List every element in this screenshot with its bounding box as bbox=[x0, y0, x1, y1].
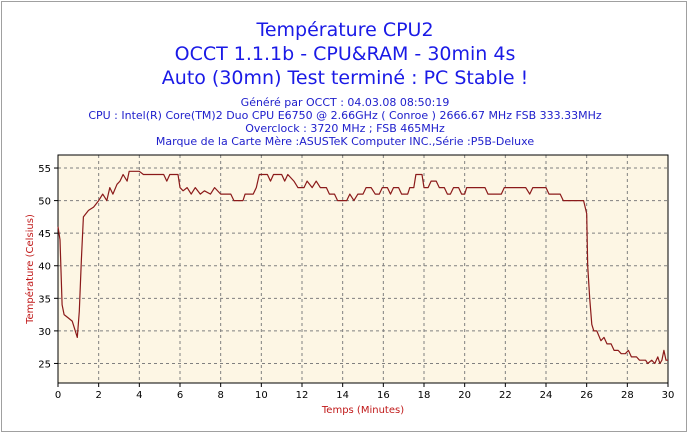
y-tick-label: 40 bbox=[38, 262, 51, 273]
temperature-series-line bbox=[57, 170, 668, 365]
x-tick-label: 2 bbox=[95, 390, 101, 401]
plot-area: 0 2 4 6 8 10 12 14 16 18 20 22 24 26 28 302530354045505… bbox=[38, 154, 675, 401]
overclock-info: Overclock : 3720 MHz ; FSB 465MHz bbox=[245, 122, 445, 135]
x-tick-label: 14 bbox=[336, 390, 349, 401]
x-tick-label: 8 bbox=[217, 390, 223, 401]
motherboard-info: Marque de la Carte Mère :ASUSTeK Compute… bbox=[155, 135, 535, 148]
y-tick-label: 45 bbox=[38, 229, 51, 240]
x-tick-label: 4 bbox=[136, 390, 142, 401]
x-tick-label: 26 bbox=[580, 390, 593, 401]
x-tick-label: 16 bbox=[377, 390, 390, 401]
y-tick-label: 25 bbox=[38, 359, 51, 370]
x-tick-label: 18 bbox=[418, 390, 431, 401]
chart-title-line-1: Température CPU2 bbox=[256, 19, 434, 41]
generated-info: Généré par OCCT : 04.03.08 08:50:19 bbox=[240, 96, 450, 109]
x-tick-label: 30 bbox=[662, 390, 675, 401]
y-tick-label: 50 bbox=[38, 197, 51, 208]
y-axis-title: Température (Celsius) bbox=[24, 214, 36, 325]
x-tick-label: 6 bbox=[177, 390, 183, 401]
plot-border bbox=[57, 154, 669, 384]
x-tick-label: 0 bbox=[55, 390, 61, 401]
x-tick-label: 12 bbox=[296, 390, 309, 401]
y-tick-label: 35 bbox=[38, 294, 51, 305]
x-tick-label: 10 bbox=[255, 390, 268, 401]
x-tick-label: 24 bbox=[540, 390, 553, 401]
x-tick-label: 20 bbox=[458, 390, 471, 401]
chart-title-line-3: Auto (30mn) Test terminé : PC Stable ! bbox=[161, 67, 529, 89]
x-tick-label: 22 bbox=[499, 390, 512, 401]
cpu-info: CPU : Intel(R) Core(TM)2 Duo CPU E6750 @… bbox=[88, 109, 602, 122]
plot-background bbox=[58, 155, 668, 383]
y-tick-label: 55 bbox=[38, 164, 51, 175]
y-tick-label: 30 bbox=[38, 327, 51, 338]
x-axis-title: Temps (Minutes) bbox=[321, 405, 404, 416]
x-tick-label: 28 bbox=[621, 390, 634, 401]
chart-title-line-2: OCCT 1.1.1b - CPU&RAM - 30min 4s bbox=[174, 43, 516, 65]
